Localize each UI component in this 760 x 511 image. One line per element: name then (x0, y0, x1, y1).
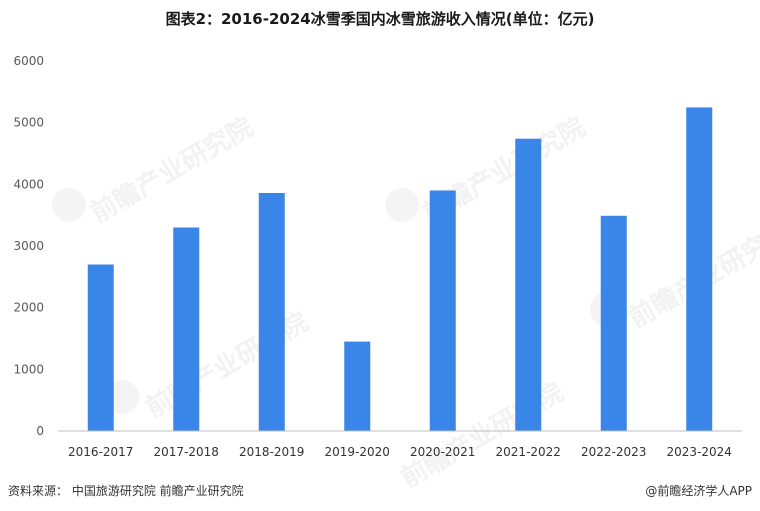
x-tick-label: 2018-2019 (239, 445, 304, 459)
x-tick-label: 2016-2017 (68, 445, 133, 459)
x-tick-label: 2017-2018 (154, 445, 219, 459)
y-tick-label: 1000 (13, 362, 44, 376)
x-tick-label: 2019-2020 (325, 445, 390, 459)
y-tick-label: 6000 (13, 54, 44, 68)
x-tick-label: 2020-2021 (410, 445, 475, 459)
bar-2016-2017 (87, 264, 114, 431)
watermark-logo-icon (52, 188, 86, 222)
bar-2017-2018 (173, 227, 200, 431)
x-tick-label: 2022-2023 (581, 445, 646, 459)
bar-2020-2021 (429, 190, 456, 431)
bar-2019-2020 (344, 341, 371, 431)
x-axis-labels: 2016-2017 2017-2018 2018-2019 2019-2020 2020… (68, 445, 732, 459)
bar-2022-2023 (600, 215, 627, 431)
y-tick-label: 0 (36, 424, 44, 438)
y-axis-labels: 0 1000 2000 3000 4000 5000 6000 (13, 54, 44, 438)
x-tick-label: 2021-2022 (496, 445, 561, 459)
bar-2023-2024 (686, 107, 713, 431)
y-tick-label: 2000 (13, 301, 44, 315)
chart-title: 图表2：2016-2024冰雪季国内冰雪旅游收入情况(单位：亿元) (165, 10, 595, 28)
x-tick-label: 2023-2024 (667, 445, 732, 459)
brand-credit: @前瞻经济学人APP (645, 484, 752, 498)
bars (87, 107, 713, 431)
y-tick-label: 3000 (13, 239, 44, 253)
y-tick-label: 5000 (13, 116, 44, 130)
bar-2021-2022 (515, 138, 542, 431)
bar-2018-2019 (258, 192, 285, 431)
watermark-logo-icon (385, 188, 419, 222)
y-tick-label: 4000 (13, 177, 44, 191)
source-note: 资料来源： 中国旅游研究院 前瞻产业研究院 (8, 484, 244, 498)
